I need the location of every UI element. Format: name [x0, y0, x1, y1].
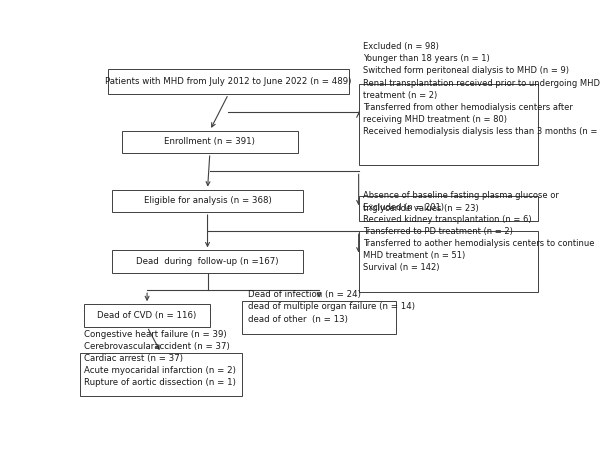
Text: Dead  during  follow-up (n =167): Dead during follow-up (n =167): [136, 257, 279, 266]
FancyBboxPatch shape: [112, 189, 303, 212]
Text: Absence of baseline fasting plasma glucose or
triglyceride values (n = 23): Absence of baseline fasting plasma gluco…: [364, 192, 559, 212]
Text: Congestive heart failure (n = 39)
Cerebrovascularaccident (n = 37)
Cardiac arres: Congestive heart failure (n = 39) Cerebr…: [84, 330, 236, 387]
FancyBboxPatch shape: [84, 304, 210, 327]
Text: Excluded (n = 201)
Received kidney transplantation (n = 6)
Transferred to PD tre: Excluded (n = 201) Received kidney trans…: [364, 202, 595, 272]
Text: Enrollment (n = 391): Enrollment (n = 391): [164, 137, 255, 146]
Text: Dead of infection (n = 24)
dead of multiple organ failure (n = 14)
dead of other: Dead of infection (n = 24) dead of multi…: [248, 290, 415, 323]
FancyBboxPatch shape: [121, 130, 298, 153]
FancyBboxPatch shape: [359, 83, 538, 165]
FancyBboxPatch shape: [107, 69, 349, 94]
Text: Patients with MHD from July 2012 to June 2022 (n = 489): Patients with MHD from July 2012 to June…: [105, 77, 352, 86]
Text: Dead of CVD (n = 116): Dead of CVD (n = 116): [97, 311, 197, 320]
FancyBboxPatch shape: [112, 250, 303, 273]
FancyBboxPatch shape: [80, 353, 242, 396]
FancyBboxPatch shape: [359, 196, 538, 221]
FancyBboxPatch shape: [242, 301, 396, 334]
FancyBboxPatch shape: [359, 231, 538, 292]
Text: Excluded (n = 98)
Younger than 18 years (n = 1)
Switched form peritoneal dialysi: Excluded (n = 98) Younger than 18 years …: [364, 42, 600, 136]
Text: Eligible for analysis (n = 368): Eligible for analysis (n = 368): [143, 196, 271, 205]
